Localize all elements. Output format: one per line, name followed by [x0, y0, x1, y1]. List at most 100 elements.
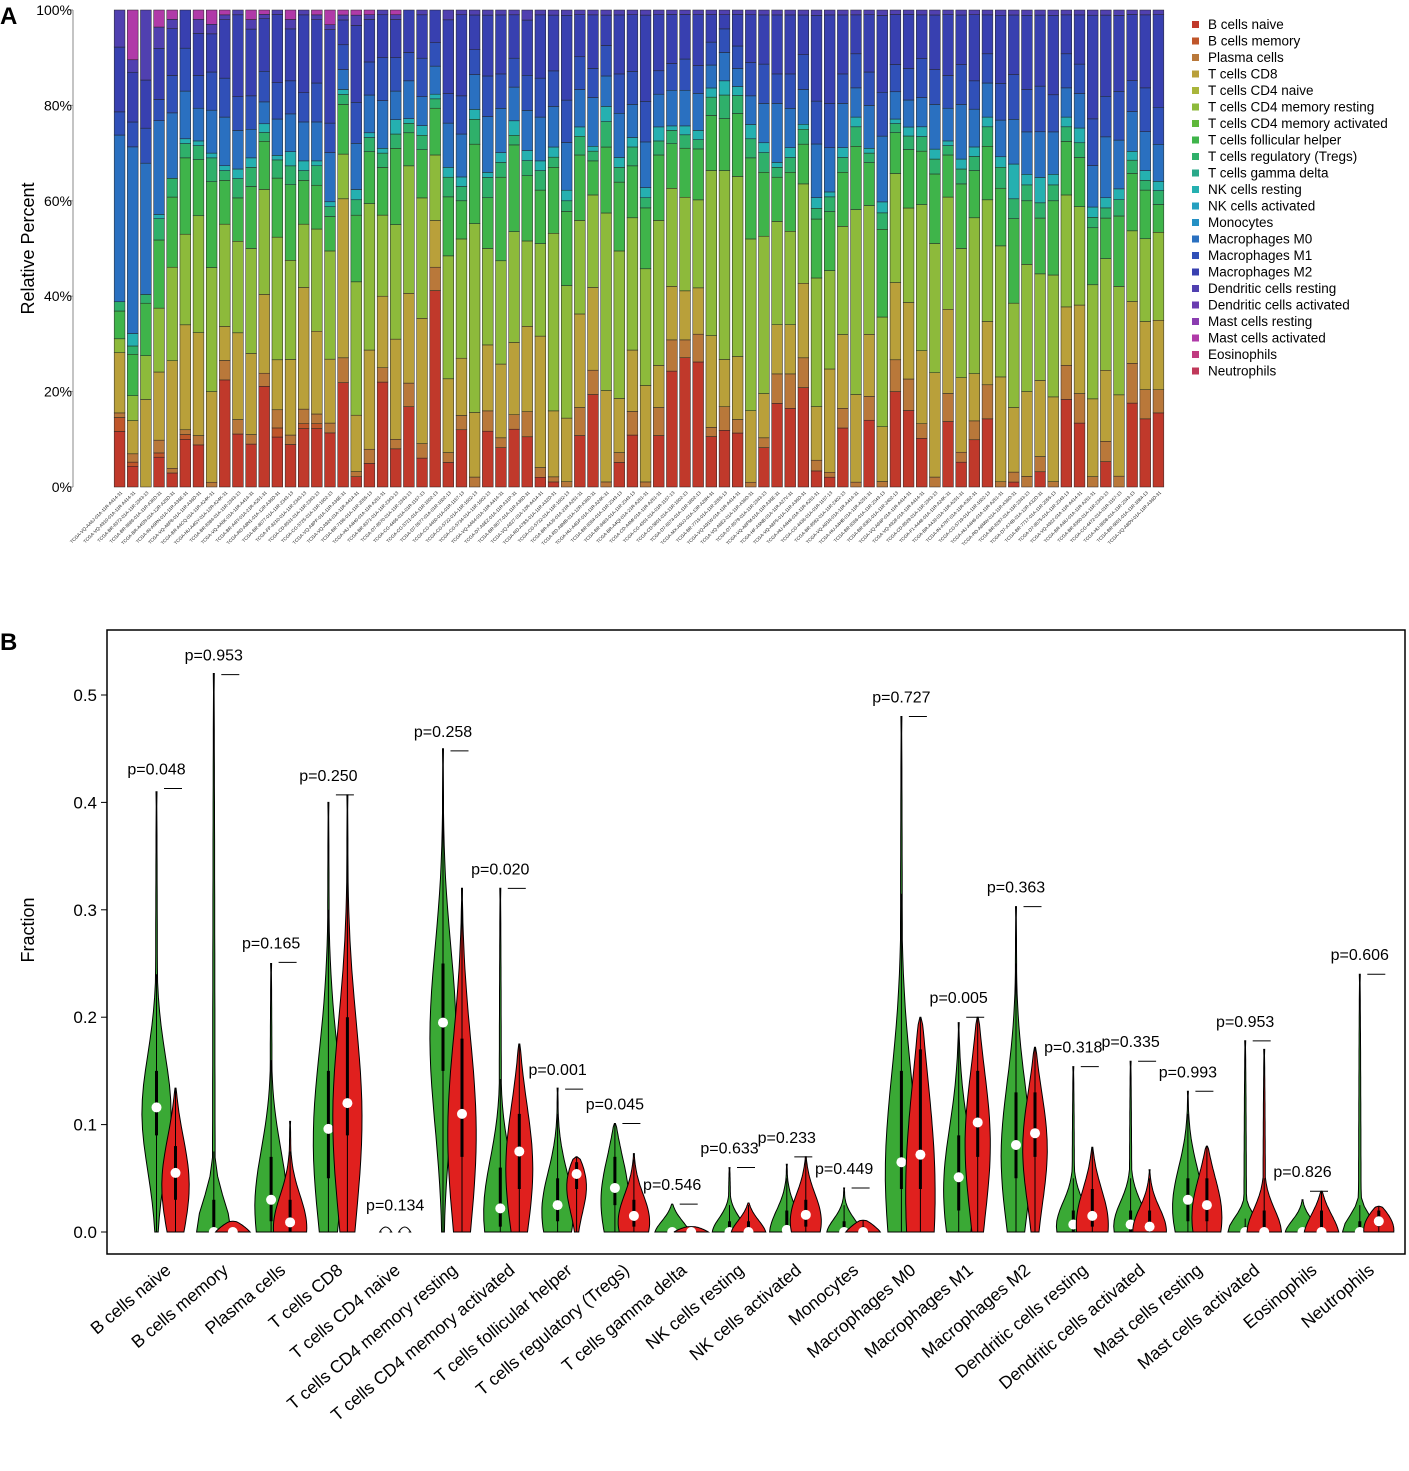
bar-segment	[113, 352, 126, 414]
bar-segment	[916, 126, 928, 137]
bar-segment	[745, 62, 757, 97]
bar-segment	[350, 189, 362, 201]
bar-segment	[679, 339, 691, 358]
bar-segment	[153, 218, 165, 241]
bar-segment	[916, 9, 928, 16]
y-tick-label: 0.1	[73, 1116, 97, 1135]
bar-segment	[810, 470, 823, 488]
bar-segment	[416, 96, 428, 126]
bar-segment	[403, 123, 415, 134]
bar-segment	[731, 14, 744, 47]
bar-segment	[771, 167, 783, 178]
p-value-label: p=0.045	[586, 1097, 644, 1114]
legend-label: Neutrophils	[1208, 364, 1277, 379]
bar-segment	[653, 154, 665, 221]
median-dot	[170, 1167, 181, 1178]
bar-segment	[1047, 274, 1059, 398]
panel-b-label: B	[0, 629, 17, 656]
bar-segment	[758, 152, 770, 173]
bar-segment	[718, 52, 731, 82]
bar-segment	[219, 223, 231, 327]
y-tick-label: 40%	[44, 288, 72, 304]
median-dot	[1087, 1210, 1098, 1221]
bar-segment	[850, 126, 862, 147]
bar-segment	[731, 113, 744, 177]
bar-segment	[902, 68, 915, 101]
bar-segment	[337, 14, 349, 21]
bar-segment	[1152, 9, 1165, 15]
bar-segment	[271, 14, 284, 83]
bar-segment	[1139, 170, 1151, 181]
bar-segment	[442, 9, 454, 21]
bar-segment	[311, 165, 323, 186]
bar-segment	[534, 14, 547, 79]
bar-segment	[955, 158, 967, 170]
bar-segment	[468, 412, 481, 478]
bar-segment	[521, 75, 533, 111]
median-dot	[495, 1203, 506, 1214]
bar-segment	[468, 49, 481, 75]
bar-segment	[797, 124, 810, 130]
bar-segment	[1087, 476, 1099, 488]
bar-segment	[468, 119, 481, 145]
bar-segment	[613, 250, 625, 399]
bar-segment	[587, 394, 599, 488]
bar-segment	[968, 217, 980, 374]
bar-segment	[284, 184, 297, 261]
y-tick-label: 0.2	[73, 1008, 97, 1027]
bar-segment	[574, 435, 586, 488]
bar-segment	[508, 57, 520, 88]
bar-segment	[824, 211, 836, 271]
bar-segment	[521, 9, 533, 21]
bar-segment	[758, 235, 770, 394]
bar-segment	[140, 127, 152, 164]
bar-segment	[442, 378, 454, 453]
bar-segment	[166, 28, 178, 76]
median-dot	[438, 1017, 448, 1028]
legend-label: T cells CD4 memory activated	[1208, 116, 1388, 131]
bar-segment	[942, 309, 954, 394]
bar-segment	[245, 28, 257, 97]
bar-segment	[797, 9, 810, 16]
bar-segment	[626, 71, 639, 105]
bar-segment	[902, 410, 915, 488]
bar-segment	[876, 426, 888, 482]
violin-shape	[711, 1167, 748, 1233]
bar-segment	[363, 9, 376, 15]
bar-segment	[981, 418, 994, 488]
bar-segment	[653, 407, 665, 436]
bar-segment	[1152, 412, 1165, 488]
bar-segment	[1008, 163, 1020, 200]
legend-label: T cells CD8	[1208, 67, 1278, 82]
p-value-label: p=0.953	[185, 648, 243, 665]
bar-segment	[1021, 200, 1033, 265]
bar-segment	[705, 87, 717, 98]
bar-segment	[1139, 9, 1151, 16]
violin-shape	[1341, 973, 1378, 1233]
bar-segment	[1152, 14, 1165, 108]
bar-segment	[1021, 476, 1033, 488]
bar-segment	[350, 199, 362, 216]
bar-segment	[113, 301, 126, 312]
bar-segment	[981, 384, 994, 420]
bar-segment	[666, 9, 678, 15]
bar-segment	[824, 191, 836, 198]
bar-segment	[705, 96, 717, 116]
bar-segment	[153, 214, 165, 219]
bar-segment	[653, 126, 665, 142]
bar-segment	[1139, 418, 1151, 488]
bar-segment	[889, 14, 902, 65]
bar-segment	[337, 153, 349, 200]
bar-segment	[810, 197, 823, 209]
bar-segment	[797, 129, 810, 145]
bar-segment	[626, 104, 639, 138]
legend-label: Monocytes	[1208, 215, 1274, 230]
median-dot	[1144, 1221, 1155, 1232]
bar-segment	[626, 137, 639, 148]
bar-segment	[390, 133, 402, 149]
bar-segment	[1034, 14, 1046, 87]
bar-segment	[837, 427, 849, 488]
bar-segment	[258, 123, 270, 133]
p-value-label: p=0.335	[1101, 1034, 1159, 1051]
bar-segment	[784, 147, 796, 158]
